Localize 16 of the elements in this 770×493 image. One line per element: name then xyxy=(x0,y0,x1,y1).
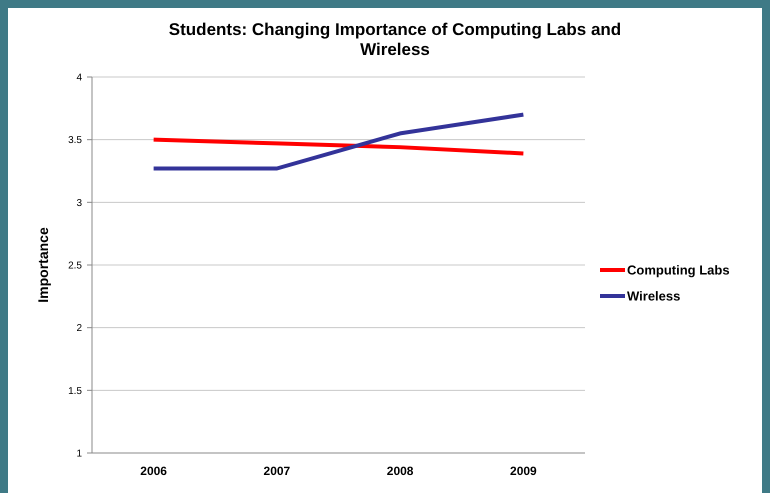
y-tick-label: 1 xyxy=(76,448,82,460)
x-tick-label: 2007 xyxy=(264,464,291,478)
legend-label: Computing Labs xyxy=(627,262,730,278)
y-tick-label: 1.5 xyxy=(68,386,82,397)
y-tick-label: 2 xyxy=(76,323,82,334)
x-tick-label: 2006 xyxy=(140,464,168,478)
x-tick-label: 2009 xyxy=(510,464,538,478)
legend-label: Wireless xyxy=(627,288,680,304)
y-tick-label: 2.5 xyxy=(68,260,82,272)
y-tick-label: 4 xyxy=(76,72,82,84)
chart-title: Students: Changing Importance of Computing Labs and Wireless xyxy=(168,20,622,59)
y-axis-title: Importance xyxy=(35,227,51,303)
y-tick-label: 3.5 xyxy=(68,135,82,146)
line-series xyxy=(152,138,526,156)
y-tick-label: 3 xyxy=(76,198,82,209)
x-tick-label: 2008 xyxy=(386,464,414,478)
